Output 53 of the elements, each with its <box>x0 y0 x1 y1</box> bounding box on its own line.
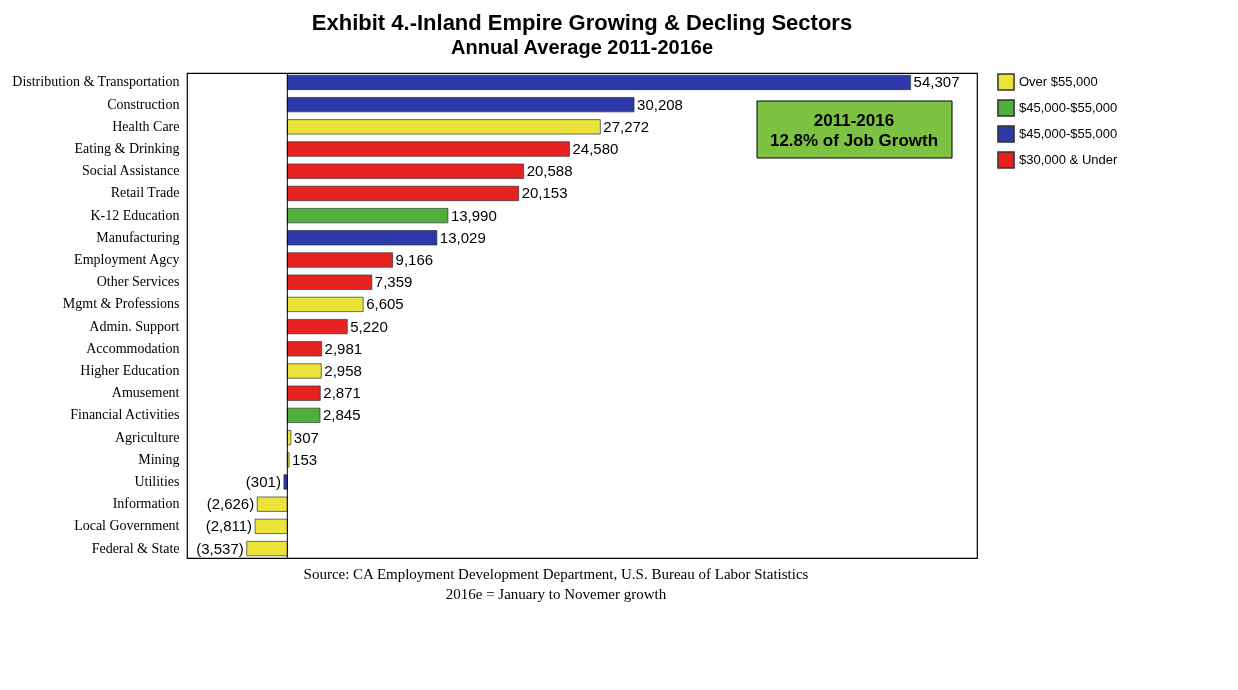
data-label: 27,272 <box>603 117 650 135</box>
data-label: 2,845 <box>322 406 361 424</box>
data-label: 2,958 <box>324 361 362 379</box>
data-label: 54,307 <box>913 73 960 91</box>
data-label: (301) <box>245 472 281 490</box>
y-tick-label: Other Services <box>96 274 180 290</box>
y-tick-label: Retail Trade <box>110 185 180 201</box>
legend-label: $45,000-$55,000 <box>1019 100 1118 115</box>
y-tick-label: Information <box>112 496 180 512</box>
data-label: 24,580 <box>572 140 619 158</box>
legend-label: $30,000 & Under <box>1019 152 1118 167</box>
data-label: 20,588 <box>526 162 573 180</box>
data-label: 5,220 <box>350 317 388 335</box>
data-label: (3,537) <box>196 539 244 557</box>
y-tick-label: Financial Activities <box>70 407 180 423</box>
y-tick-label: Construction <box>107 96 180 112</box>
data-label: 153 <box>292 450 318 468</box>
y-tick-label: Social Assistance <box>81 163 180 179</box>
chart-subtitle: Annual Average 2011-2016e <box>450 35 714 58</box>
y-tick-label: Federal & State <box>91 540 180 556</box>
legend-label: Over $55,000 <box>1019 74 1098 89</box>
data-label: 307 <box>293 428 319 446</box>
y-tick-label: Health Care <box>112 118 180 134</box>
y-tick-label: Eating & Drinking <box>74 141 180 157</box>
source-note: Source: CA Employment Development Department, U.S. Bureau of Labor Statistics <box>302 565 810 584</box>
y-tick-label: Amusement <box>111 385 180 401</box>
y-tick-label: Utilities <box>134 473 180 489</box>
y-tick-label: Employment Agcy <box>74 252 180 268</box>
data-label: 13,029 <box>439 228 486 246</box>
data-label: (2,626) <box>206 495 255 513</box>
y-tick-label: Manufacturing <box>96 229 180 245</box>
y-tick-label: Higher Education <box>80 362 180 378</box>
y-tick-label: Local Government <box>74 518 180 534</box>
y-tick-label: Admin. Support <box>89 318 180 334</box>
legend-label: $45,000-$55,000 <box>1019 126 1118 141</box>
y-tick-label: Mining <box>138 451 180 467</box>
annotation: 2011-2016 12.8% of Job Growth <box>769 111 939 150</box>
y-tick-label: Agriculture <box>114 429 180 445</box>
data-label: 2,981 <box>324 339 363 357</box>
data-label: 30,208 <box>637 95 683 113</box>
chart-title: Exhibit 4.-Inland Empire Growing & Decling Sectors <box>311 9 853 35</box>
y-tick-label: Distribution & Transportation <box>12 74 180 90</box>
data-label: (2,811) <box>205 517 253 535</box>
text: 2016e = January to Novemer growth <box>444 585 668 604</box>
data-label: 20,153 <box>521 184 568 202</box>
y-tick-label: Mgmt & Professions <box>62 296 180 312</box>
y-tick-label: Accommodation <box>86 340 180 356</box>
data-label: 7,359 <box>374 273 413 291</box>
y-tick-label: K-12 Education <box>90 207 180 223</box>
data-label: 13,990 <box>450 206 497 224</box>
data-label: 6,605 <box>366 295 404 313</box>
data-label: 9,166 <box>395 251 434 269</box>
data-label: 2,871 <box>323 384 361 402</box>
